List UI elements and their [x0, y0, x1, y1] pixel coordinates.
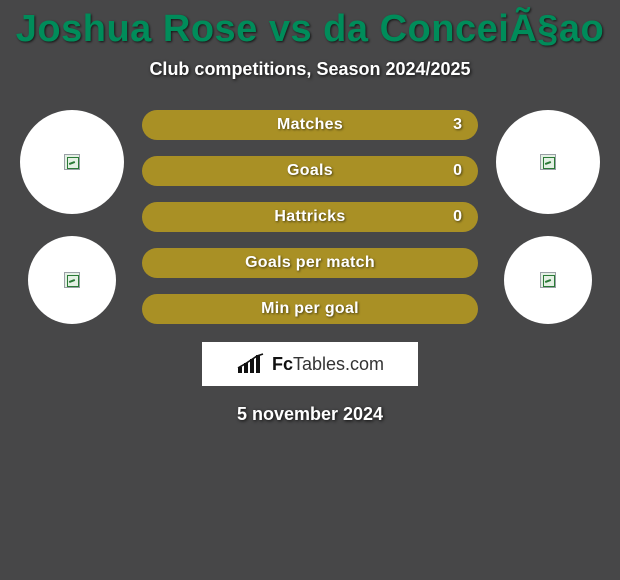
stat-value: 0: [453, 208, 462, 226]
player2-avatar-circle: [496, 110, 600, 214]
brand-rest: Tables.com: [293, 354, 384, 374]
page-title: Joshua Rose vs da ConceiÃ§ao: [0, 0, 620, 51]
broken-image-icon: [540, 154, 556, 170]
stat-label: Matches: [277, 116, 343, 134]
stat-value: 3: [453, 116, 462, 134]
stat-label: Min per goal: [261, 300, 359, 318]
subtitle: Club competitions, Season 2024/2025: [0, 59, 620, 80]
stat-label: Goals: [287, 162, 333, 180]
date-text: 5 november 2024: [0, 404, 620, 425]
broken-image-icon: [540, 272, 556, 288]
stat-label: Hattricks: [274, 208, 345, 226]
stat-bar-matches: Matches 3: [142, 110, 478, 140]
stat-bar-min-per-goal: Min per goal: [142, 294, 478, 324]
stat-bar-goals: Goals 0: [142, 156, 478, 186]
broken-image-icon: [64, 154, 80, 170]
brand-strong: Fc: [272, 354, 293, 374]
stat-value: 0: [453, 162, 462, 180]
player1-avatar-circle: [20, 110, 124, 214]
bar-chart-icon: [236, 353, 266, 375]
stat-bars: Matches 3 Goals 0 Hattricks 0 Goals per …: [142, 110, 478, 324]
player1-club-circle: [28, 236, 116, 324]
brand-logo-box: FcTables.com: [202, 342, 418, 386]
left-player-column: [20, 110, 124, 324]
stat-bar-goals-per-match: Goals per match: [142, 248, 478, 278]
player2-club-circle: [504, 236, 592, 324]
main-content: Matches 3 Goals 0 Hattricks 0 Goals per …: [0, 110, 620, 324]
stat-bar-hattricks: Hattricks 0: [142, 202, 478, 232]
broken-image-icon: [64, 272, 80, 288]
brand-text: FcTables.com: [272, 354, 384, 375]
right-player-column: [496, 110, 600, 324]
stat-label: Goals per match: [245, 254, 375, 272]
